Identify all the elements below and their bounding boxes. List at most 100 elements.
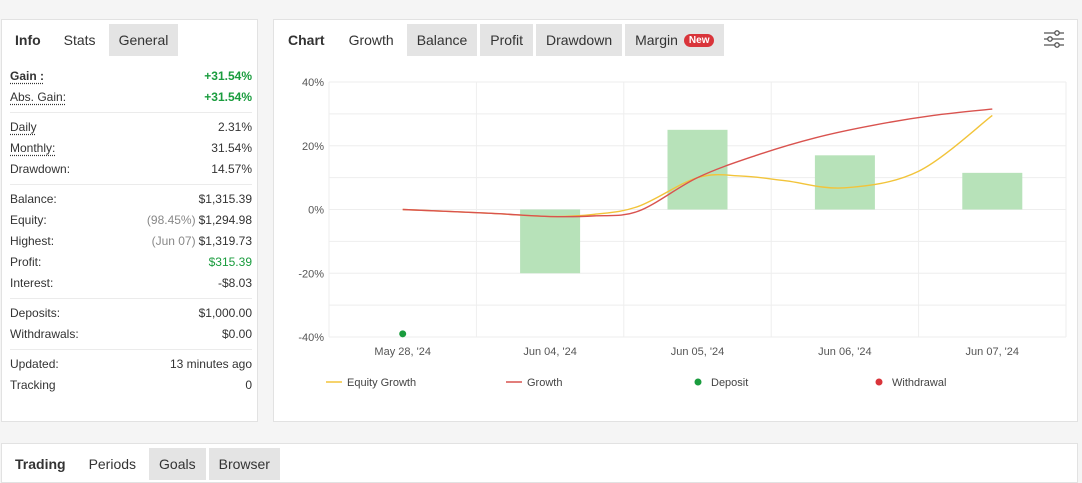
stats-tabs: Info Stats General [2,24,181,56]
stat-value-text: 14.57% [211,161,252,176]
tab-trading[interactable]: Trading [15,456,66,472]
x-tick-label: Jun 05, '24 [671,346,724,358]
stat-row: Gain : +31.54% [10,65,252,86]
tab-profit[interactable]: Profit [480,24,533,56]
stat-row: Daily 2.31% [10,116,252,137]
tab-stats[interactable]: Stats [53,24,106,56]
tab-drawdown[interactable]: Drawdown [535,24,623,56]
stat-row: Equity: (98.45%) $1,294.98 [10,209,252,230]
stat-value-text: $1,000.00 [198,305,252,320]
stat-value-text: +31.54% [204,68,252,83]
deposit-marker [399,330,407,338]
y-tick-label: 0% [308,205,324,217]
stat-label: Monthly: [10,140,56,155]
stat-value-text: 0 [245,377,252,392]
stats-group: Deposits: $1,000.00 Withdrawals: $0.00 [10,299,252,350]
stat-value: 13 minutes ago [170,357,252,371]
growth-line [402,108,993,218]
stat-row: Updated: 13 minutes ago [10,353,252,374]
tab-goals[interactable]: Goals [149,448,206,480]
y-tick-label: -40% [298,332,324,344]
legend-dot-swatch [875,378,883,386]
tab-info[interactable]: Info [15,32,41,48]
stat-value: 2.31% [218,120,252,134]
growth-bar [667,129,728,210]
stat-value-text: $0.00 [221,326,252,341]
x-tick-label: Jun 07, '24 [966,346,1019,358]
stat-value: $1,000.00 [199,306,252,320]
stat-value: +31.54% [204,69,252,83]
stat-value-text: $1,319.73 [198,233,252,248]
trading-tabs: Trading Periods Goals Browser [2,448,283,480]
stat-value: +31.54% [204,90,252,104]
legend-label: Equity Growth [347,377,416,389]
stat-value: (Jun 07) $1,319.73 [152,234,252,248]
stat-label: Interest: [10,275,54,290]
stats-group: Balance: $1,315.39 Equity: (98.45%) $1,294.9… [10,185,252,299]
legend-label: Withdrawal [892,377,946,389]
tab-balance[interactable]: Balance [406,24,478,56]
stat-label: Highest: [10,233,55,248]
tab-periods[interactable]: Periods [78,448,147,480]
tab-margin-label: Margin [635,32,678,48]
stat-row: Profit: $315.39 [10,251,252,272]
growth-chart: 40% 20% 0% -20% -40% May 28, '24 Jun 04, '24 Ju… [298,77,1067,389]
stat-row: Monthly: 31.54% [10,137,252,158]
stats-group: Gain : +31.54% Abs. Gain: +31.54% [10,62,252,113]
stat-value-text: -$8.03 [217,275,252,290]
stat-row: Interest: -$8.03 [10,272,252,293]
chart-panel: Chart Growth Balance Profit Drawdown Mar… [273,19,1078,422]
tab-margin[interactable]: Margin New [625,24,725,56]
stat-label: Balance: [10,191,57,206]
stat-value-text: $315.39 [208,254,252,269]
stat-value: -$8.03 [218,276,252,290]
stats-group: Updated: 13 minutes ago Tracking 0 [10,350,252,400]
stat-row: Withdrawals: $0.00 [10,323,252,344]
stat-label: Deposits: [10,305,61,320]
stat-label: Withdrawals: [10,326,79,341]
new-badge: New [683,33,715,47]
stats-list: Gain : +31.54% Abs. Gain: +31.54% Daily 2.31%… [10,62,252,400]
stat-value: 14.57% [211,162,252,176]
stat-value-text: +31.54% [204,89,252,104]
stat-value-note: (98.45%) [146,212,196,227]
tab-general[interactable]: General [108,24,179,56]
tab-growth[interactable]: Growth [338,24,404,56]
stat-row: Abs. Gain: +31.54% [10,86,252,107]
stat-row: Tracking 0 [10,374,252,395]
stats-panel: Info Stats General Gain : +31.54% Abs. Gai… [1,19,258,422]
x-tick-label: Jun 06, '24 [818,346,871,358]
stat-row: Highest: (Jun 07) $1,319.73 [10,230,252,251]
stat-value-text: $1,315.39 [198,191,252,206]
tab-chart[interactable]: Chart [288,32,325,48]
chart-tabs: Chart Growth Balance Profit Drawdown Mar… [274,24,727,56]
legend-label: Growth [527,377,562,389]
stat-value: 0 [245,378,252,392]
stat-label[interactable]: Gain : [10,68,45,83]
stat-label: Daily [10,119,37,134]
stat-row: Drawdown: 14.57% [10,158,252,179]
stat-label: Drawdown: [10,161,71,176]
tab-browser[interactable]: Browser [208,448,280,480]
stat-value-text: 13 minutes ago [169,356,252,371]
stat-row: Balance: $1,315.39 [10,188,252,209]
stat-label: Equity: [10,212,47,227]
y-tick-label: 20% [302,141,324,153]
y-tick-label: 40% [302,77,324,89]
stat-value: 31.54% [211,141,252,155]
legend-dot-swatch [694,378,702,386]
stat-label: Tracking [10,377,56,392]
x-tick-label: Jun 04, '24 [523,346,576,358]
stat-row: Deposits: $1,000.00 [10,302,252,323]
sliders-icon[interactable] [1043,28,1065,50]
stat-label[interactable]: Abs. Gain: [10,89,67,104]
growth-bar [962,172,1023,210]
stat-value-text: 2.31% [217,119,252,134]
stats-group: Daily 2.31% Monthly: 31.54% Drawdown: 14.57% [10,113,252,185]
growth-bar [814,155,875,210]
stat-value: (98.45%) $1,294.98 [147,213,252,227]
stat-value: $315.39 [209,255,252,269]
stat-value-text: 31.54% [211,140,252,155]
legend-label: Deposit [711,377,748,389]
growth-bar [520,209,581,274]
